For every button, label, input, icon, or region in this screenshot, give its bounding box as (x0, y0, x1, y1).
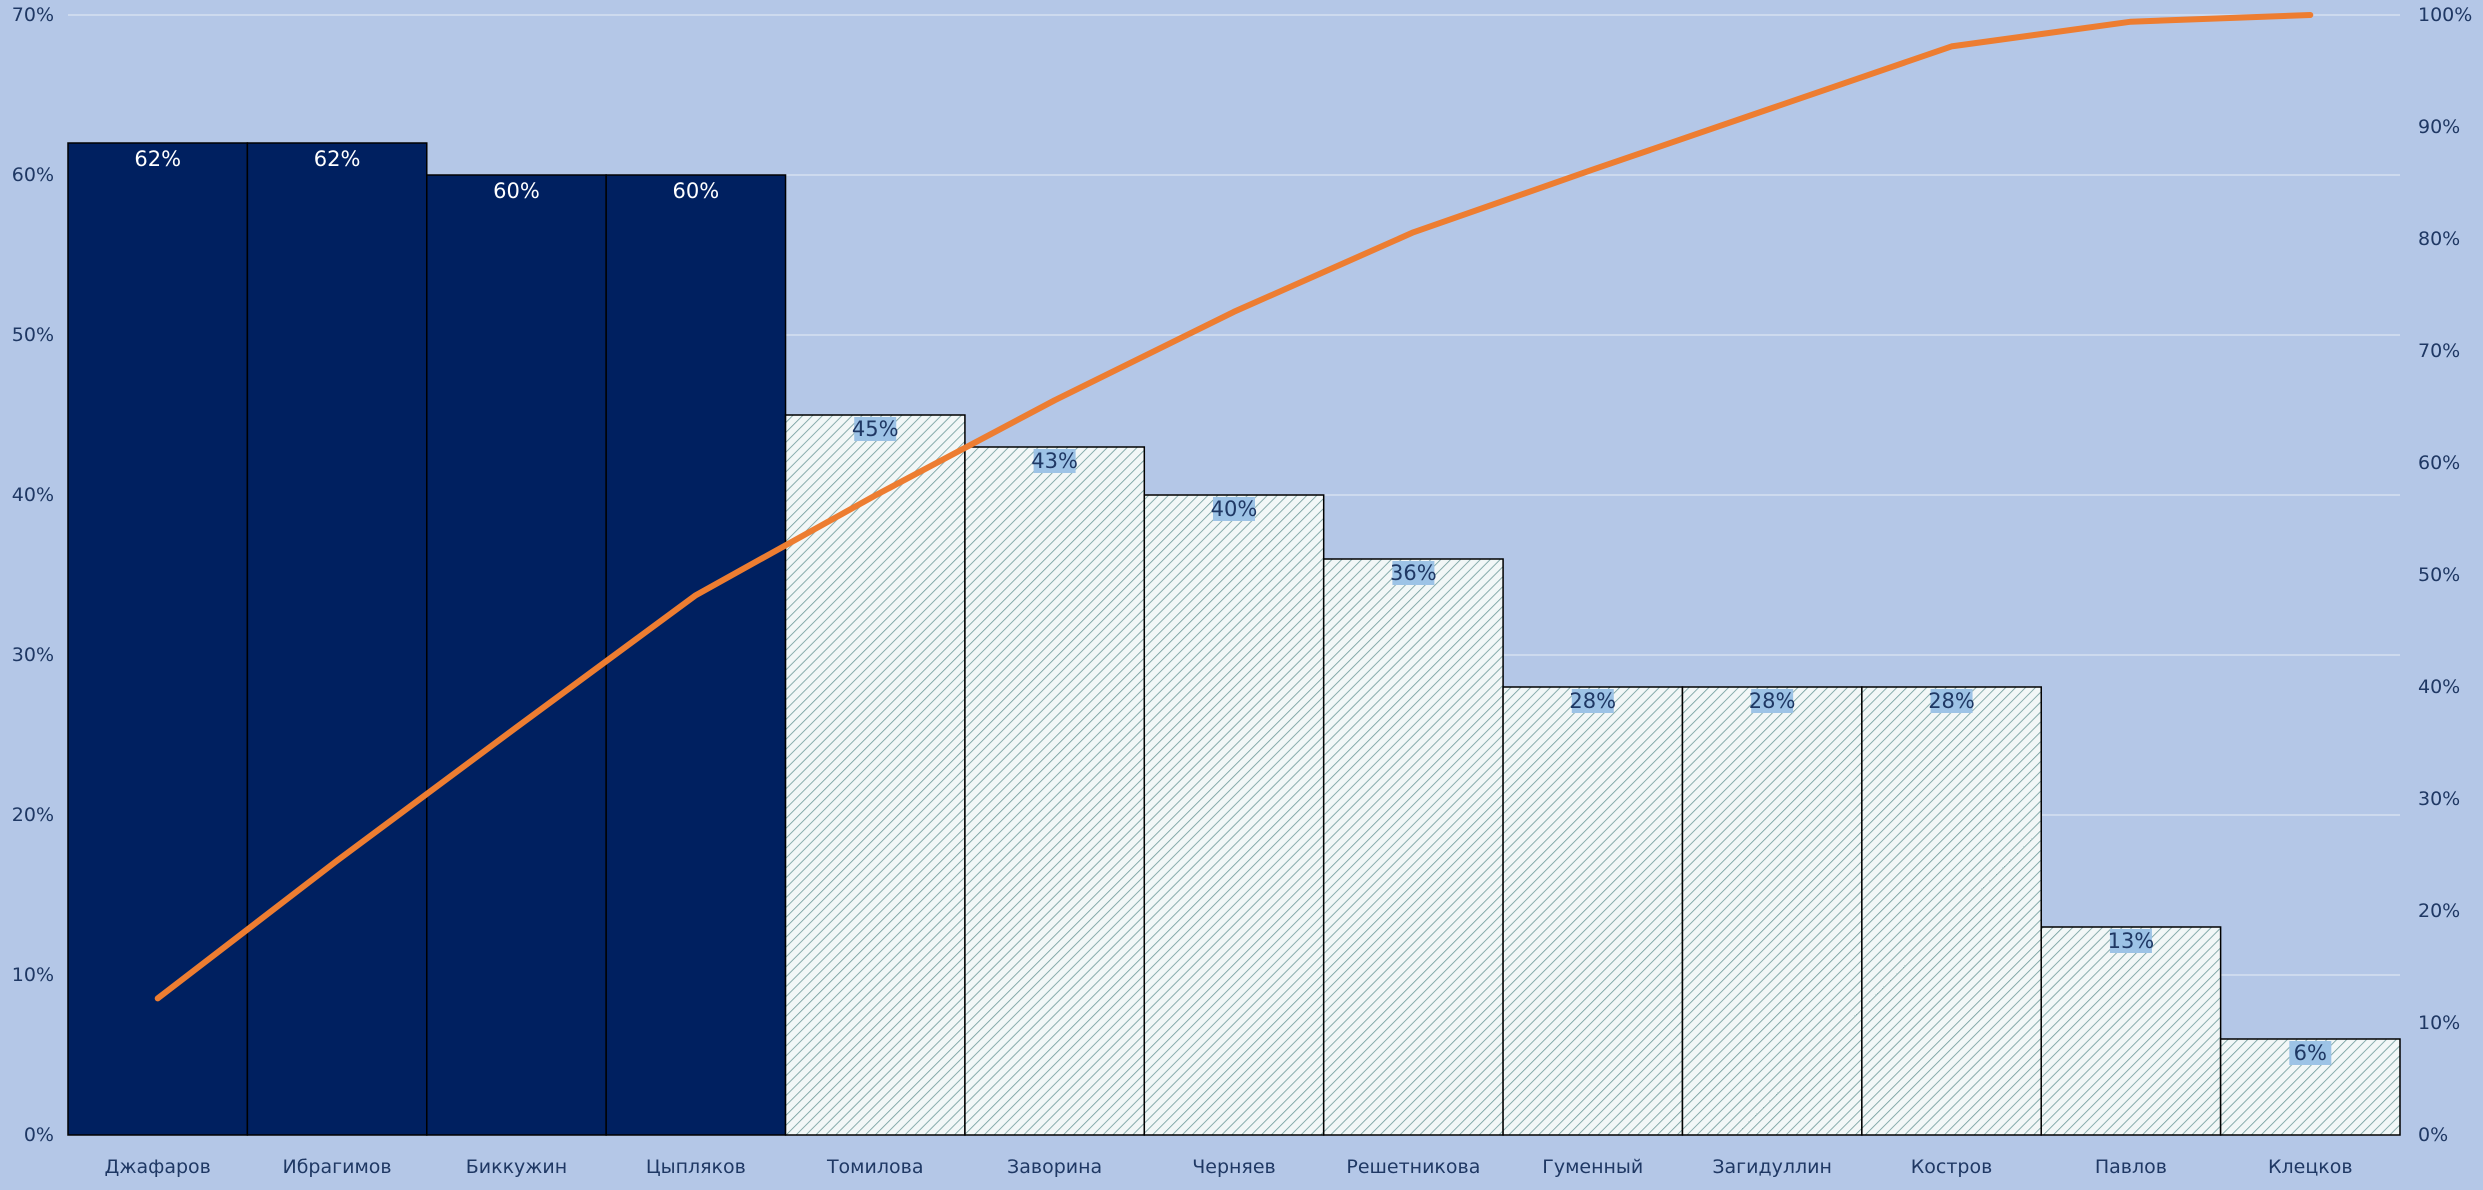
bar-data-label: 60% (673, 179, 720, 203)
bar (2040, 926, 2222, 1136)
category-label: Цыпляков (646, 1156, 746, 1178)
left-tick-label: 50% (12, 324, 54, 346)
right-tick-label: 40% (2418, 676, 2460, 698)
bar-data-label: 60% (493, 179, 540, 203)
right-tick-label: 80% (2418, 228, 2460, 250)
bar-data-label-box (1392, 561, 1435, 585)
bar-data-label: 45% (852, 417, 899, 441)
bar-data-label: 43% (1031, 449, 1078, 473)
bar-data-label-box (1751, 689, 1794, 713)
right-tick-label: 50% (2418, 564, 2460, 586)
bar-data-label: 28% (1749, 689, 1796, 713)
bar-series (67, 142, 2401, 1136)
left-tick-label: 0% (24, 1124, 54, 1146)
category-label: Костров (1911, 1156, 1993, 1178)
bar-data-label-box (1571, 689, 1614, 713)
left-axis: 0% 10% 20% 30% 40% 50% 60% 70% (12, 4, 54, 1146)
bar (246, 142, 428, 1136)
left-tick-label: 10% (12, 964, 54, 986)
category-label: Джафаров (105, 1156, 211, 1178)
category-axis: Джафаров Ибрагимов Биккужин Цыпляков Томилов… (105, 1156, 2353, 1178)
bar-data-label-box (1213, 497, 1255, 521)
category-label: Ибрагимов (283, 1156, 392, 1178)
bar-data-label: 36% (1390, 561, 1437, 585)
bar (67, 142, 249, 1136)
bar-data-label-box (2109, 929, 2152, 953)
left-tick-label: 40% (12, 484, 54, 506)
bar-data-label: 13% (2108, 929, 2155, 953)
bar (1861, 686, 2042, 1136)
right-tick-label: 0% (2418, 1124, 2448, 1146)
right-tick-label: 20% (2418, 900, 2460, 922)
bar (1502, 686, 1684, 1136)
right-tick-label: 30% (2418, 788, 2460, 810)
bar-data-label: 62% (134, 147, 181, 171)
cumulative-line-series (154, 12, 2314, 1002)
category-label: Гуменный (1542, 1156, 1643, 1178)
bar (784, 414, 966, 1136)
left-tick-label: 60% (12, 164, 54, 186)
bar-data-label: 62% (314, 147, 361, 171)
bar-data-labels: 62% 62% 60% 60% 45% 43% 40% 36% 28% 28% 28% 13% 6% (134, 147, 2332, 1065)
right-tick-label: 90% (2418, 116, 2460, 138)
bar-data-label: 28% (1928, 689, 1975, 713)
bar-data-label: 28% (1569, 689, 1616, 713)
right-axis: 0% 10% 20% 30% 40% 50% 60% 70% 80% 90% 100% (2418, 4, 2472, 1146)
category-label: Заворина (1007, 1156, 1102, 1178)
category-label: Загидуллин (1712, 1156, 1832, 1178)
category-label: Черняев (1192, 1156, 1276, 1178)
bar-data-label-box (1930, 689, 1973, 713)
right-tick-label: 10% (2418, 1012, 2460, 1034)
bar (426, 174, 607, 1136)
bar-data-label: 40% (1211, 497, 1258, 521)
right-tick-label: 60% (2418, 452, 2460, 474)
right-tick-label: 70% (2418, 340, 2460, 362)
bar-data-label: 6% (2294, 1041, 2327, 1065)
category-label: Павлов (2095, 1156, 2167, 1178)
bar-data-label-box (2289, 1041, 2332, 1065)
left-tick-label: 70% (12, 4, 54, 26)
category-label: Решетникова (1346, 1156, 1480, 1178)
category-label: Биккужин (466, 1156, 567, 1178)
bar (1322, 558, 1504, 1136)
cumulative-line (154, 12, 2314, 1002)
left-tick-label: 20% (12, 804, 54, 826)
left-tick-label: 30% (12, 644, 54, 666)
bar (1681, 686, 1863, 1136)
category-label: Томилова (826, 1156, 924, 1178)
bar-data-label-box (854, 417, 897, 441)
bar-data-label-box (1033, 449, 1076, 473)
bar (605, 174, 787, 1136)
bar (964, 446, 1146, 1136)
bar (1143, 494, 1325, 1136)
right-tick-label: 100% (2418, 4, 2472, 26)
category-label: Клецков (2268, 1156, 2353, 1178)
